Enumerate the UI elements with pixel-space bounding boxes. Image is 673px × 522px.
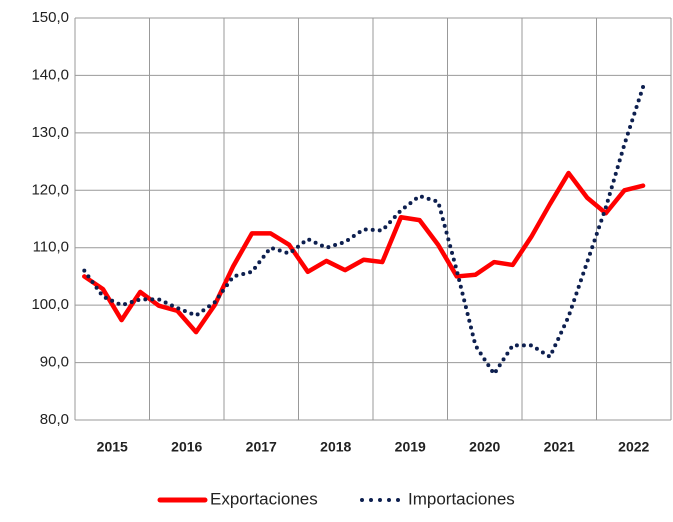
y-tick-label: 110,0 — [33, 239, 69, 256]
x-tick-label: 2015 — [97, 439, 128, 455]
x-tick-label: 2022 — [618, 439, 649, 455]
y-tick-label: 100,0 — [31, 296, 69, 313]
legend-label: Importaciones — [408, 489, 515, 508]
legend-label: Exportaciones — [210, 489, 318, 508]
y-tick-label: 150,0 — [31, 9, 69, 26]
series-line — [82, 170, 646, 335]
x-tick-label: 2021 — [544, 439, 575, 455]
x-tick-label: 2016 — [171, 439, 202, 455]
series-line — [82, 84, 646, 377]
x-tick-label: 2018 — [320, 439, 351, 455]
y-tick-label: 80,0 — [40, 411, 69, 428]
y-tick-label: 90,0 — [40, 354, 69, 371]
x-tick-label: 2020 — [469, 439, 500, 455]
x-tick-label: 2017 — [246, 439, 277, 455]
y-tick-label: 120,0 — [31, 181, 69, 198]
y-tick-label: 130,0 — [31, 124, 69, 141]
x-tick-label: 2019 — [395, 439, 426, 455]
y-tick-label: 140,0 — [31, 66, 69, 83]
